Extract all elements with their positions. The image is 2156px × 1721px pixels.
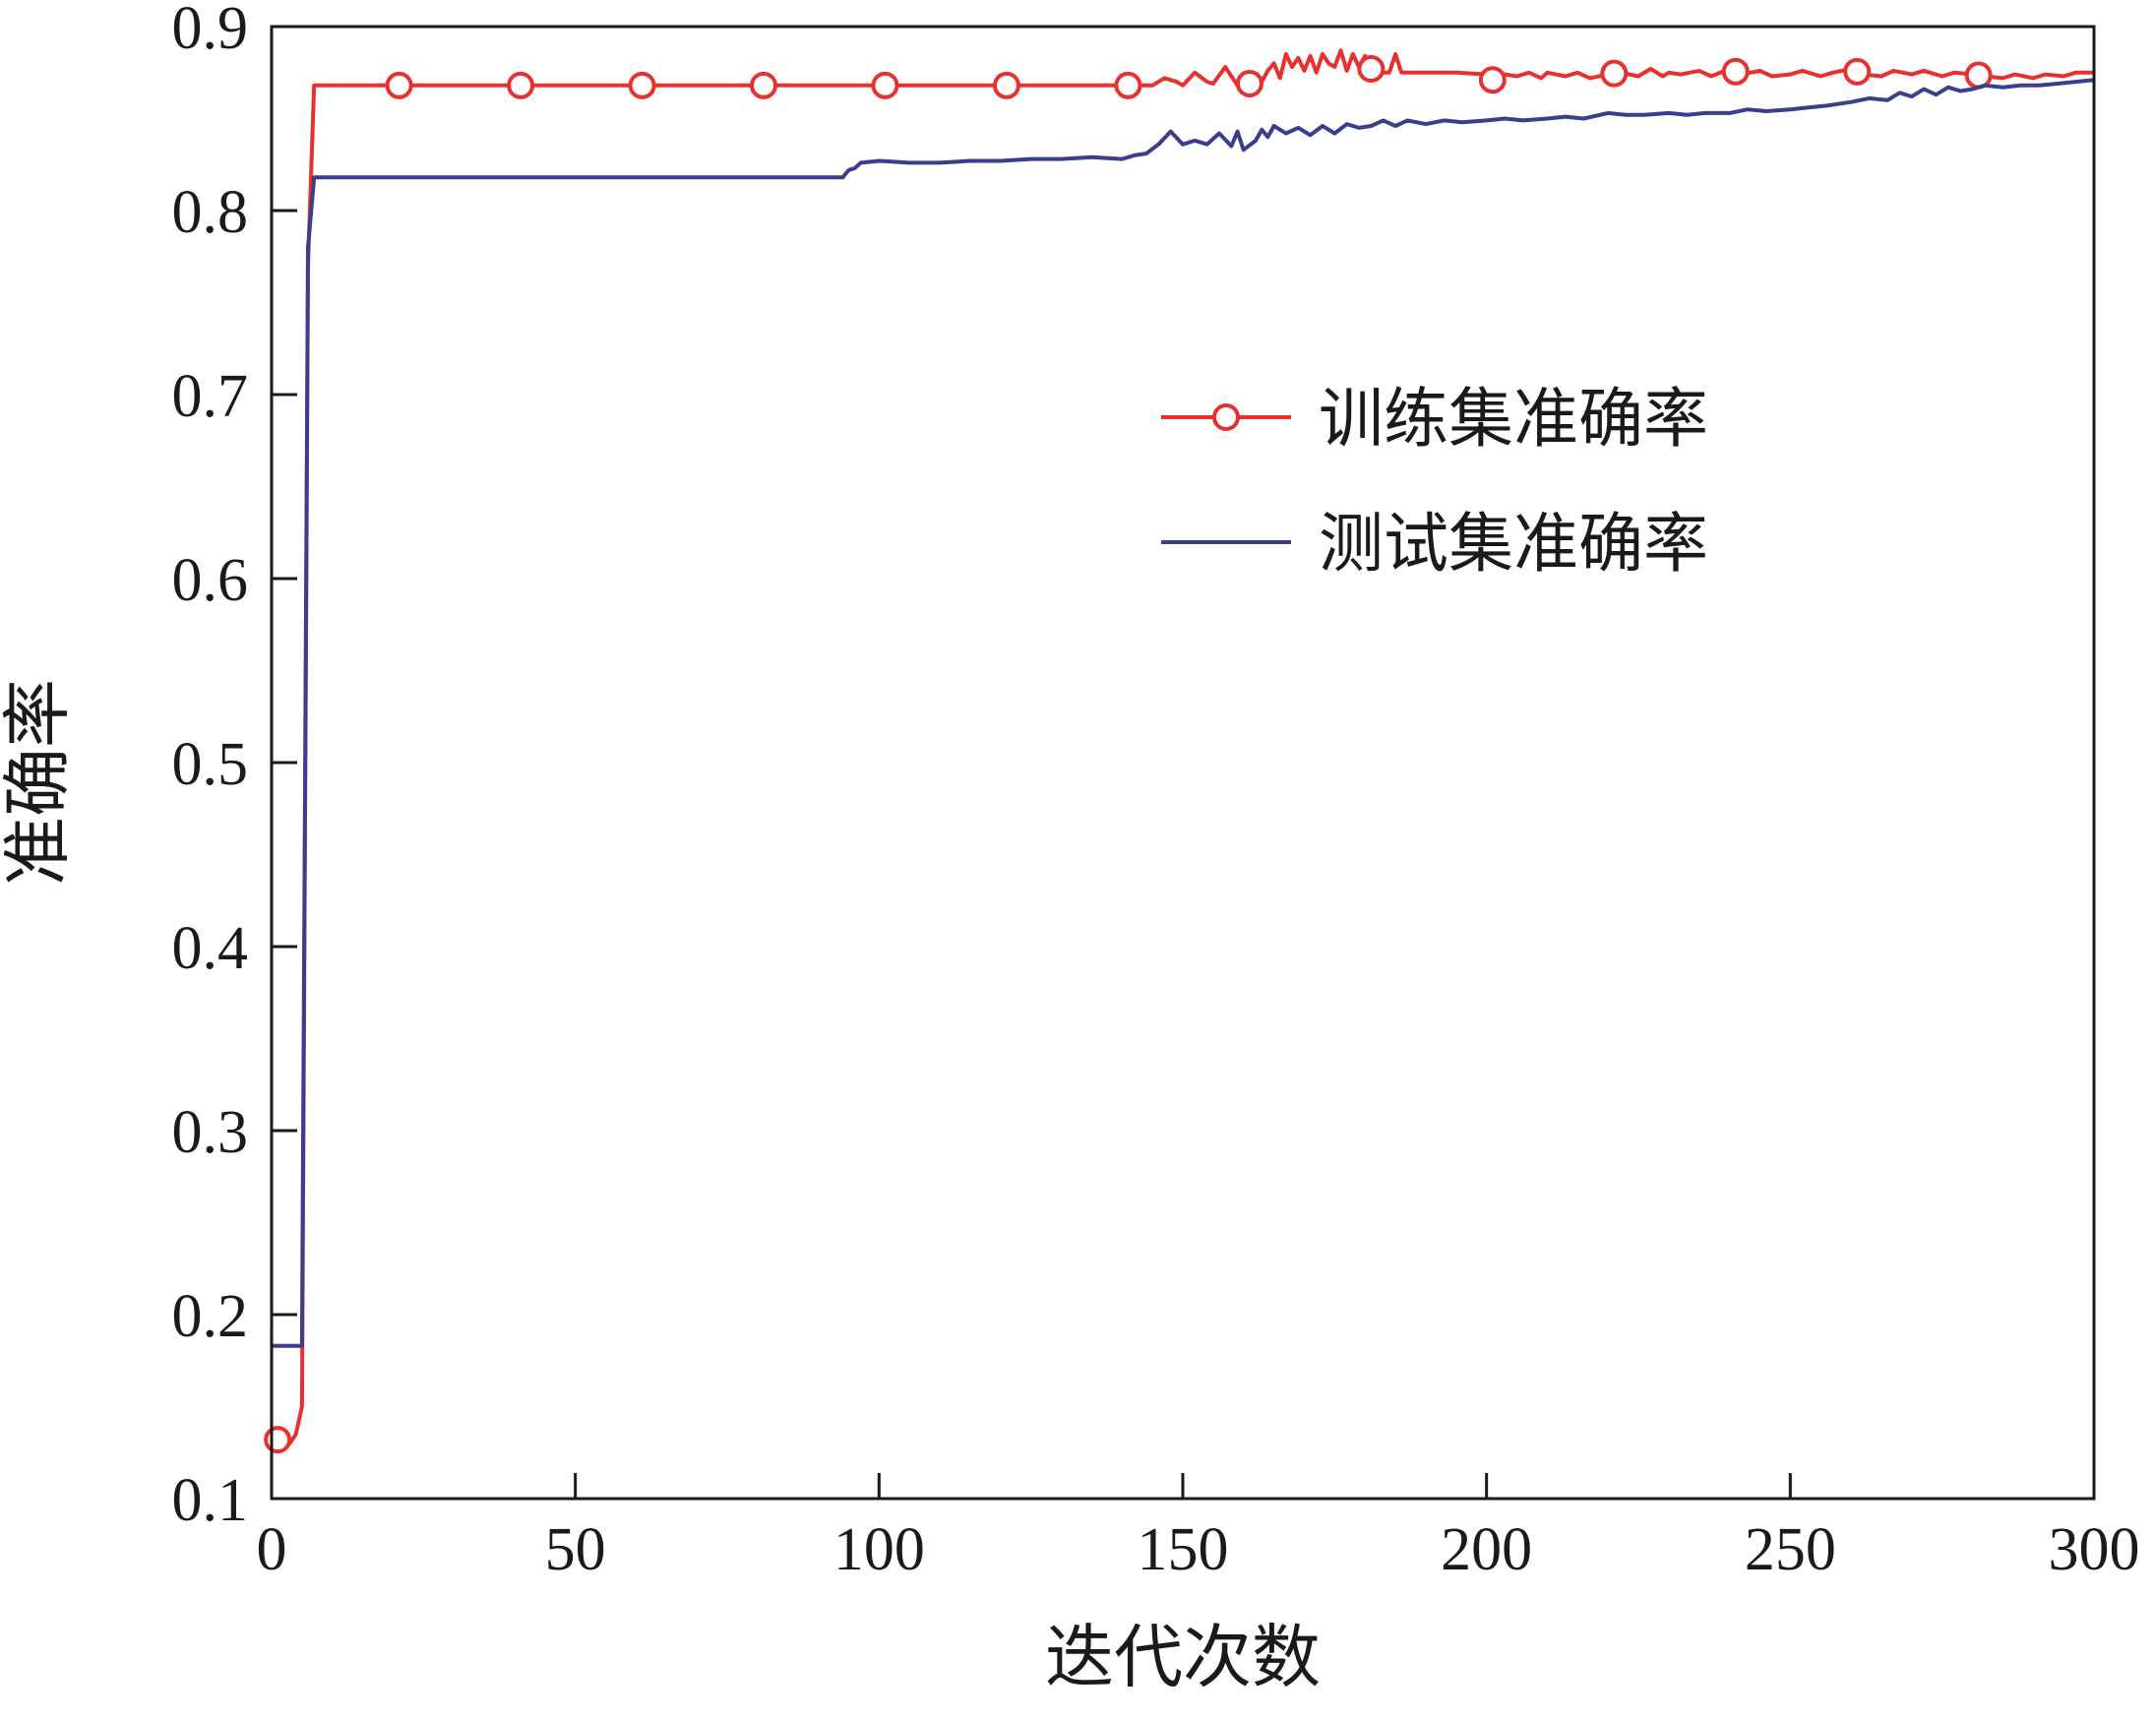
y-tick-label: 0.2 <box>172 1283 249 1350</box>
x-tick-label: 50 <box>545 1516 606 1583</box>
series-marker-0 <box>264 1426 292 1454</box>
x-tick-label: 250 <box>1745 1516 1836 1583</box>
series-marker-0 <box>1357 55 1386 84</box>
series-marker-0 <box>1235 69 1263 97</box>
series-layer <box>264 48 2095 1454</box>
series-marker-0 <box>992 71 1020 99</box>
x-tick-label: 300 <box>2049 1516 2140 1583</box>
series-marker-0 <box>871 71 899 99</box>
series-marker-0 <box>1478 66 1507 94</box>
y-tick-label: 0.5 <box>172 731 249 798</box>
series-marker-0 <box>750 71 778 99</box>
series-marker-0 <box>507 71 535 99</box>
legend-marker-train <box>1212 403 1240 431</box>
ticks-layer: 0 50 100 150 200 250 300 0.1 0.2 0.3 0.4 0.5 0.6 0.7 0… <box>172 0 2140 1583</box>
y-tick-label: 0.1 <box>172 1467 249 1534</box>
series-marker-0 <box>1114 71 1142 99</box>
legend-label-test: 测试集准确率 <box>1319 506 1708 582</box>
series-marker-0 <box>628 71 656 99</box>
legend-label-train: 训练集准确率 <box>1319 381 1708 457</box>
y-tick-label: 0.7 <box>172 363 249 430</box>
x-axis-title: 迭代次数 <box>1045 1617 1321 1697</box>
x-tick-label: 0 <box>257 1516 287 1583</box>
plot-frame <box>270 25 2096 1501</box>
y-tick-label: 0.9 <box>172 0 249 62</box>
series-line-1 <box>272 78 2095 1348</box>
y-tick-label: 0.6 <box>172 547 249 614</box>
y-tick-label: 0.8 <box>172 179 249 246</box>
series-marker-0 <box>1964 61 1993 90</box>
series-marker-0 <box>1721 57 1750 86</box>
y-tick-label: 0.3 <box>172 1099 249 1166</box>
legend: 训练集准确率 测试集准确率 <box>1161 381 1708 582</box>
y-tick-label: 0.4 <box>172 915 249 982</box>
series-line-0 <box>277 48 2094 1445</box>
x-tick-label: 100 <box>833 1516 925 1583</box>
series-marker-0 <box>1600 59 1629 88</box>
x-tick-label: 200 <box>1441 1516 1532 1583</box>
y-axis-title: 准确率 <box>0 679 78 886</box>
x-tick-label: 150 <box>1138 1516 1229 1583</box>
series-marker-0 <box>1843 57 1872 86</box>
series-marker-0 <box>385 71 413 99</box>
